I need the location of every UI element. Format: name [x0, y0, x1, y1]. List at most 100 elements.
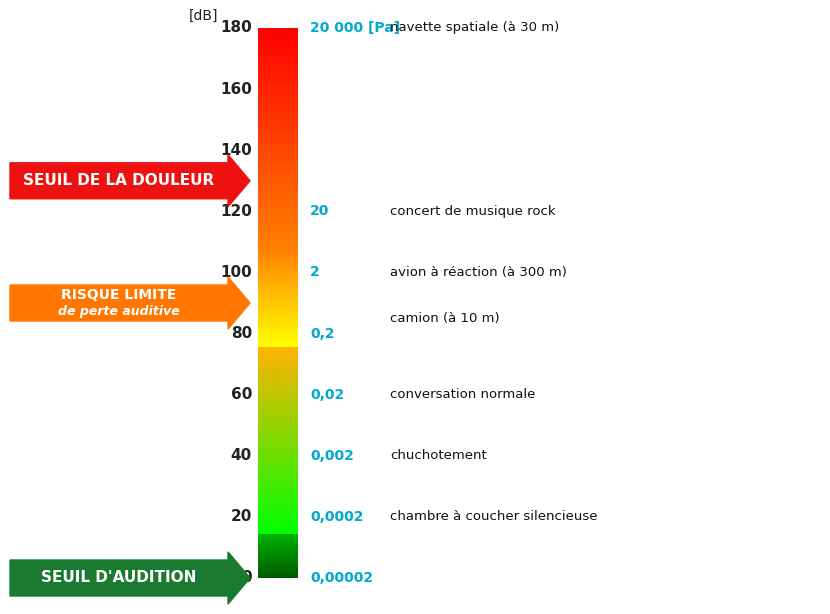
Bar: [258, 476, 298, 479]
Bar: [258, 244, 298, 246]
Bar: [258, 35, 298, 37]
Bar: [258, 163, 298, 166]
Bar: [258, 469, 298, 472]
Text: [dB]: [dB]: [188, 9, 218, 23]
Bar: [258, 348, 298, 351]
Bar: [258, 559, 298, 561]
Bar: [258, 182, 298, 184]
Bar: [258, 414, 298, 417]
Text: 20: 20: [310, 204, 330, 219]
Bar: [258, 61, 298, 63]
Bar: [258, 303, 298, 305]
Bar: [258, 158, 298, 160]
Bar: [258, 486, 298, 488]
Bar: [258, 545, 298, 547]
Bar: [258, 205, 298, 208]
Bar: [258, 372, 298, 375]
Bar: [258, 149, 298, 151]
Bar: [258, 368, 298, 371]
Bar: [258, 344, 298, 347]
Bar: [258, 506, 298, 508]
Bar: [258, 433, 298, 435]
Bar: [258, 220, 298, 222]
Bar: [258, 330, 298, 332]
Bar: [258, 152, 298, 155]
Bar: [258, 565, 298, 567]
Bar: [258, 350, 298, 352]
Bar: [258, 39, 298, 41]
Bar: [258, 200, 298, 202]
Bar: [258, 174, 298, 176]
Bar: [258, 246, 298, 248]
Bar: [258, 247, 298, 250]
Bar: [258, 422, 298, 424]
Text: 0,2: 0,2: [310, 327, 334, 341]
Bar: [258, 478, 298, 481]
Bar: [258, 523, 298, 525]
Bar: [258, 528, 298, 530]
Bar: [258, 171, 298, 173]
Bar: [258, 335, 298, 338]
Bar: [258, 513, 298, 516]
Bar: [258, 95, 298, 98]
Bar: [258, 403, 298, 406]
Bar: [258, 558, 298, 560]
Bar: [258, 255, 298, 257]
Bar: [258, 482, 298, 484]
Bar: [258, 42, 298, 44]
Bar: [258, 305, 298, 306]
Bar: [258, 277, 298, 279]
Bar: [258, 398, 298, 400]
Bar: [258, 31, 298, 34]
Bar: [258, 504, 298, 507]
Bar: [258, 242, 298, 244]
Bar: [258, 381, 298, 384]
Bar: [258, 126, 298, 129]
Bar: [258, 471, 298, 473]
Text: conversation normale: conversation normale: [390, 388, 535, 401]
Bar: [258, 185, 298, 187]
Bar: [258, 453, 298, 455]
Bar: [258, 97, 298, 99]
Bar: [258, 284, 298, 287]
Text: chuchotement: chuchotement: [390, 449, 486, 462]
Bar: [258, 233, 298, 235]
Bar: [258, 262, 298, 265]
Bar: [258, 33, 298, 36]
Bar: [258, 493, 298, 495]
Bar: [258, 442, 298, 444]
Bar: [258, 69, 298, 72]
Bar: [258, 435, 298, 437]
Bar: [258, 235, 298, 237]
Bar: [258, 310, 298, 312]
Bar: [258, 147, 298, 149]
Bar: [258, 354, 298, 356]
Text: 0,002: 0,002: [310, 449, 354, 463]
Bar: [258, 323, 298, 325]
Bar: [258, 134, 298, 136]
Bar: [258, 359, 298, 362]
FancyArrow shape: [10, 277, 250, 329]
Bar: [258, 370, 298, 373]
Text: 0: 0: [242, 570, 252, 586]
Bar: [258, 271, 298, 274]
Bar: [258, 82, 298, 85]
Bar: [258, 389, 298, 391]
Bar: [258, 326, 298, 328]
Bar: [258, 537, 298, 540]
Bar: [258, 84, 298, 87]
Bar: [258, 103, 298, 105]
Bar: [258, 567, 298, 569]
Bar: [258, 405, 298, 408]
Bar: [258, 413, 298, 415]
Bar: [258, 214, 298, 217]
Bar: [258, 225, 298, 228]
Bar: [258, 489, 298, 492]
Bar: [258, 128, 298, 131]
Bar: [258, 491, 298, 494]
Bar: [258, 136, 298, 138]
Bar: [258, 119, 298, 122]
Bar: [258, 363, 298, 365]
Bar: [258, 64, 298, 66]
Bar: [258, 57, 298, 59]
